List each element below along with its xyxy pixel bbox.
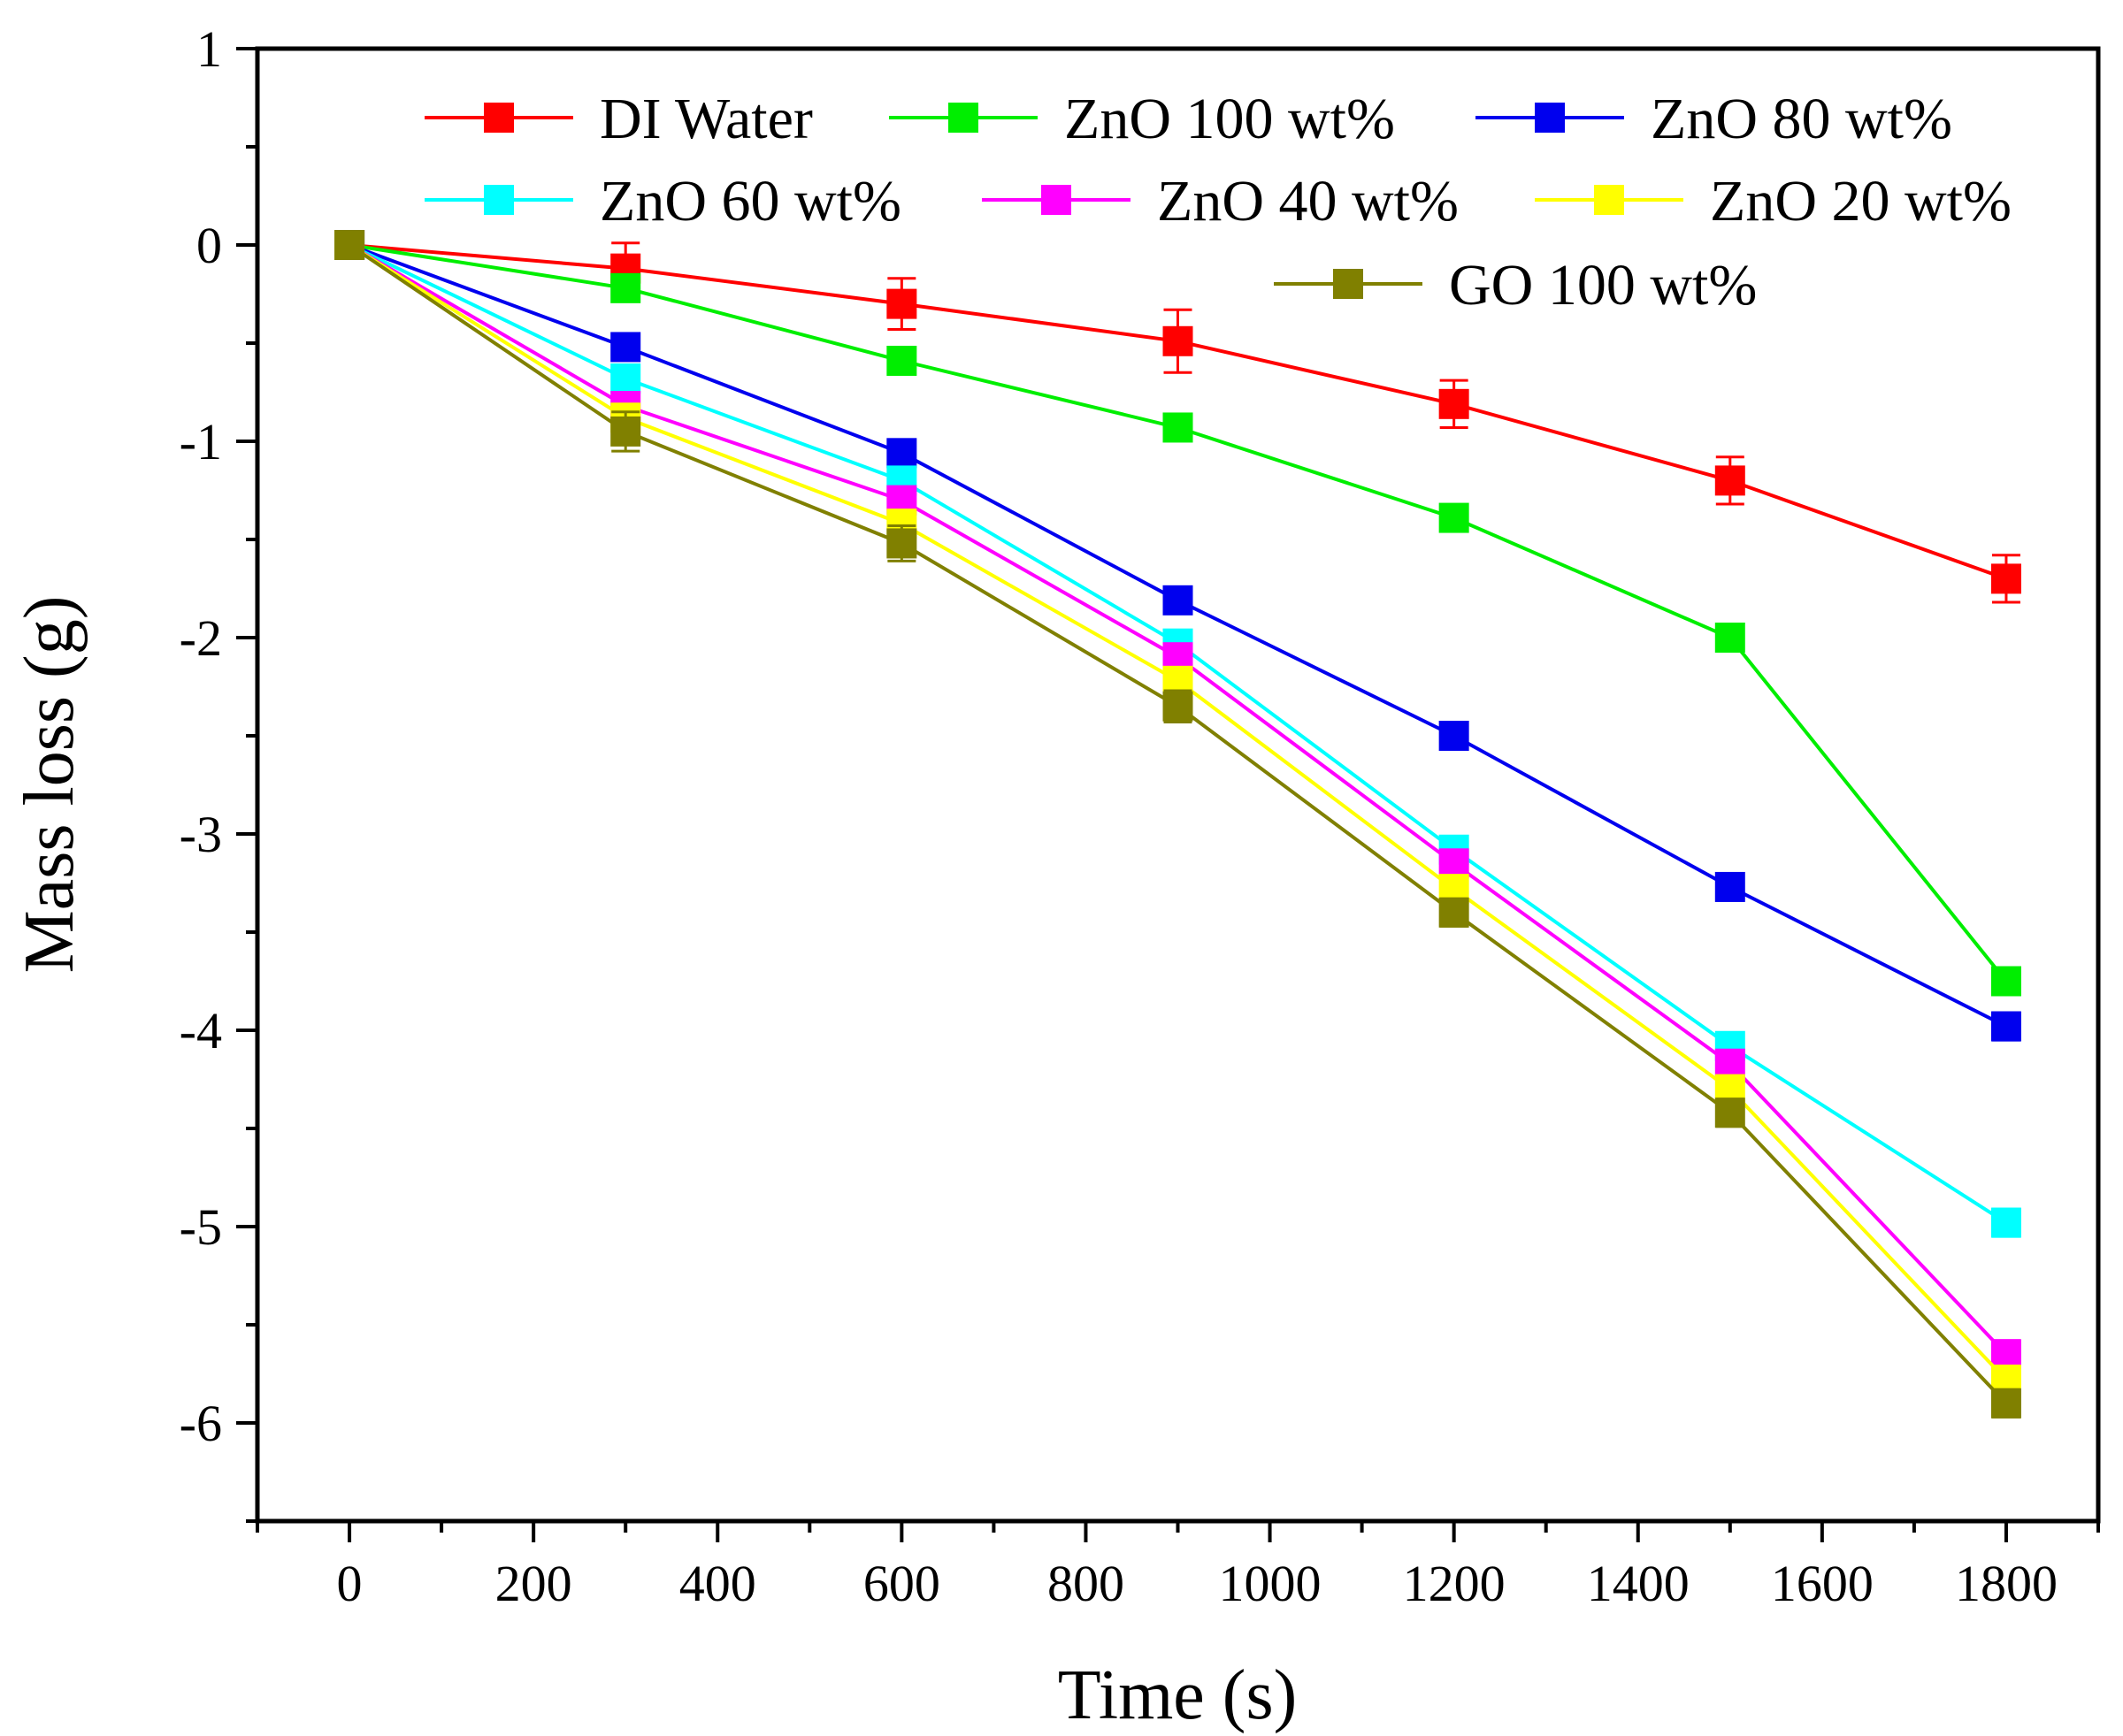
data-point [1438, 721, 1469, 751]
series-6 [334, 230, 2021, 1419]
series-4 [334, 230, 2021, 1370]
data-point [610, 272, 641, 303]
plot-frame [255, 46, 2101, 1524]
legend-label: ZnO 100 wt% [1064, 87, 1395, 151]
data-point [886, 438, 917, 469]
y-tick-label: -4 [180, 1002, 222, 1059]
x-tick-label: 400 [679, 1555, 756, 1612]
data-point [1438, 897, 1469, 928]
legend-item: GO 100 wt% [1274, 253, 1757, 317]
data-point [1990, 1207, 2021, 1238]
legend-label: ZnO 20 wt% [1710, 169, 2012, 233]
legend-item: ZnO 80 wt% [1475, 87, 1952, 151]
series-layer [334, 230, 2021, 1419]
data-point [886, 528, 917, 559]
data-point [1438, 848, 1469, 879]
y-tick-label: -2 [180, 609, 222, 667]
legend-marker [484, 185, 514, 215]
data-point [1714, 623, 1745, 653]
legend-label: GO 100 wt% [1449, 253, 1757, 317]
legend-marker [1333, 269, 1363, 299]
data-point [610, 332, 641, 363]
legend-marker [1041, 185, 1071, 215]
data-point [1162, 412, 1193, 443]
data-point [1438, 502, 1469, 533]
data-point [1438, 388, 1469, 419]
x-tick-label: 1000 [1219, 1555, 1322, 1612]
legend-item: ZnO 40 wt% [982, 169, 1459, 233]
legend-marker [484, 103, 514, 133]
data-point [1162, 325, 1193, 356]
x-tick-label: 800 [1047, 1555, 1124, 1612]
data-point [886, 288, 917, 319]
legend-marker [948, 103, 978, 133]
x-tick-label: 0 [337, 1555, 363, 1612]
data-point [1990, 1339, 2021, 1370]
y-tick-label: -1 [180, 413, 222, 470]
y-tick-label: -5 [180, 1198, 222, 1256]
x-axis-title: Time (s) [1058, 1656, 1297, 1734]
data-point [1990, 966, 2021, 997]
data-point [1714, 1048, 1745, 1079]
legend-label: ZnO 80 wt% [1651, 87, 1952, 151]
data-point [1162, 585, 1193, 616]
data-point [1990, 563, 2021, 594]
legend-item: ZnO 100 wt% [889, 87, 1395, 151]
legend-label: ZnO 40 wt% [1157, 169, 1459, 233]
x-tick-label: 1200 [1403, 1555, 1506, 1612]
x-tick-label: 1800 [1955, 1555, 2058, 1612]
legend-marker [1594, 185, 1624, 215]
y-tick-label: 1 [196, 20, 222, 78]
x-tick-label: 600 [863, 1555, 940, 1612]
legend-item: ZnO 60 wt% [425, 169, 901, 233]
data-point [1990, 1011, 2021, 1042]
x-tick-label: 1600 [1771, 1555, 1874, 1612]
data-point [1714, 871, 1745, 902]
data-point [610, 416, 641, 447]
legend: DI Water ZnO 100 wt% ZnO 80 wt% ZnO 60 wt% Z… [425, 87, 2012, 317]
y-tick-label: -3 [180, 806, 222, 863]
x-axis-ticks: 0 200 400 600 800 1000 1200 1400 1600 1800 [256, 1521, 2100, 1612]
y-axis-title: Mass loss (g) [11, 596, 88, 974]
data-point [1714, 1097, 1745, 1128]
data-point [1990, 1388, 2021, 1419]
legend-item: ZnO 20 wt% [1535, 169, 2012, 233]
legend-label: ZnO 60 wt% [600, 169, 901, 233]
y-axis-ticks: 1 0 -1 -2 -3 -4 -5 -6 [180, 20, 257, 1523]
y-tick-label: 0 [196, 217, 222, 274]
data-point [1162, 691, 1193, 722]
x-tick-label: 200 [495, 1555, 572, 1612]
data-point [886, 345, 917, 376]
legend-label: DI Water [600, 87, 813, 151]
series-3 [334, 230, 2021, 1238]
y-tick-label: -6 [180, 1395, 222, 1452]
data-point [334, 230, 365, 260]
x-tick-label: 1400 [1587, 1555, 1690, 1612]
data-point [610, 363, 641, 394]
legend-marker [1535, 103, 1565, 133]
legend-item: DI Water [425, 87, 813, 151]
data-point [1714, 465, 1745, 496]
